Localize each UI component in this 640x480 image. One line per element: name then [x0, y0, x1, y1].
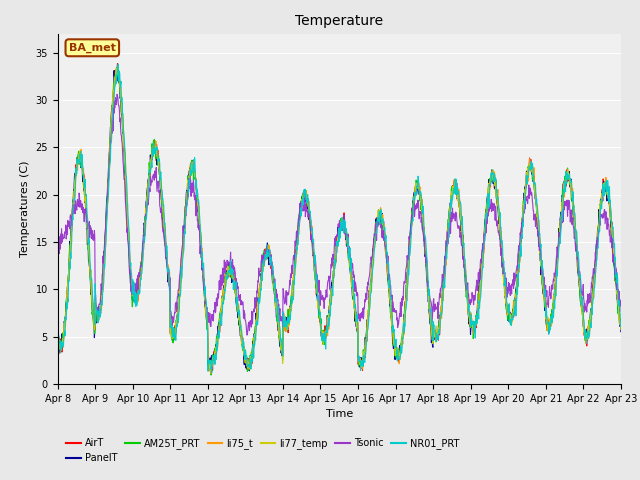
Y-axis label: Temperatures (C): Temperatures (C) [20, 160, 30, 257]
Title: Temperature: Temperature [295, 14, 383, 28]
Text: BA_met: BA_met [69, 43, 116, 53]
X-axis label: Time: Time [326, 409, 353, 419]
Legend: AirT, PanelT, AM25T_PRT, li75_t, li77_temp, Tsonic, NR01_PRT: AirT, PanelT, AM25T_PRT, li75_t, li77_te… [63, 434, 463, 467]
